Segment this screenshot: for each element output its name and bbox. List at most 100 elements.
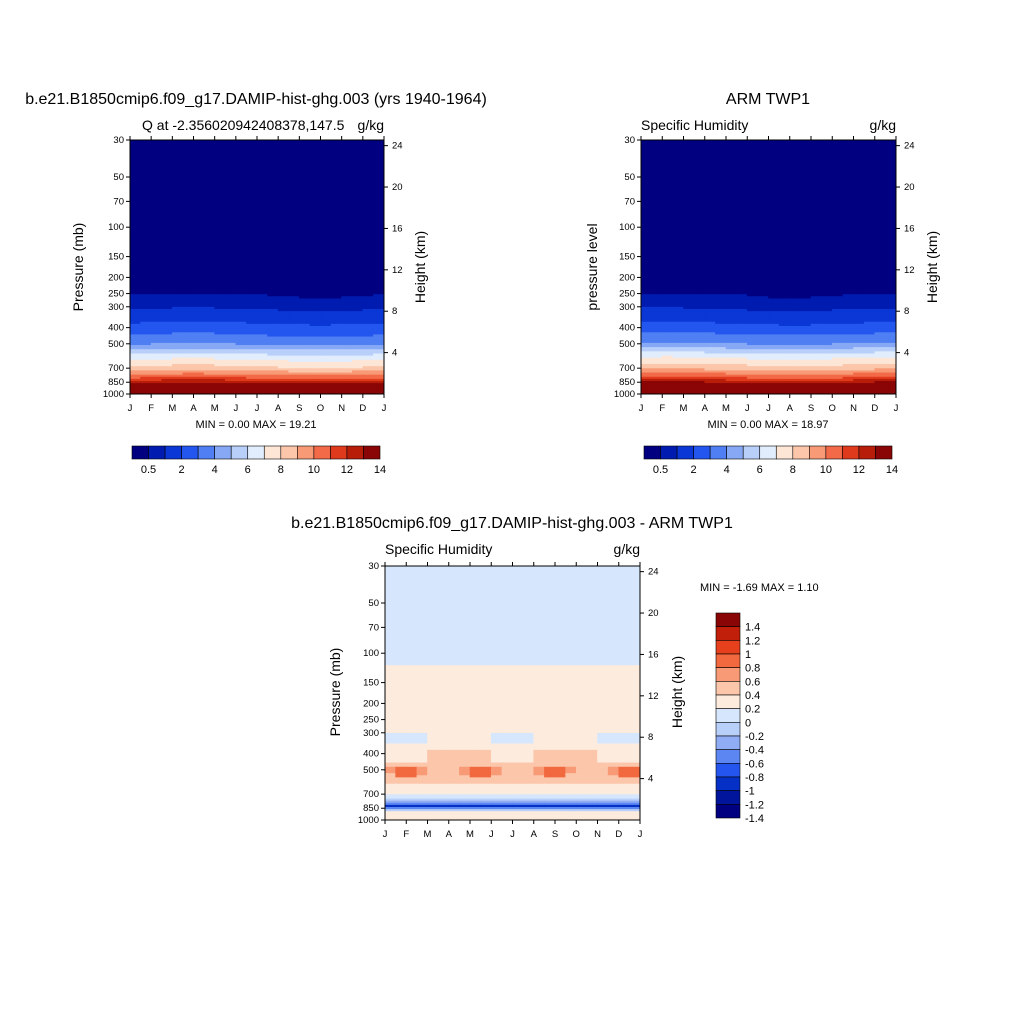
contour-cell <box>351 355 364 359</box>
contour-cell <box>641 313 652 316</box>
contour-cell <box>320 321 332 325</box>
contour-cell <box>810 177 822 181</box>
contour-cell <box>172 171 184 175</box>
colorbar-swatch <box>181 445 199 460</box>
contour-cell <box>789 205 801 209</box>
contour-cell <box>362 372 374 376</box>
contour-cell <box>288 258 300 261</box>
contour-cell <box>789 213 801 217</box>
contour-cell <box>172 243 184 247</box>
contour-cell <box>810 270 822 274</box>
contour-cell <box>140 374 152 378</box>
contour-cell <box>182 281 194 285</box>
contour-cell <box>757 201 769 204</box>
contour-cell <box>288 374 300 378</box>
contour-cell <box>193 328 205 331</box>
contour-cell <box>161 364 173 367</box>
contour-cell <box>768 140 780 143</box>
contour-cell <box>757 245 769 249</box>
contour-cell <box>683 152 695 156</box>
contour-cell <box>683 203 695 206</box>
contour-cell <box>853 190 865 194</box>
contour-cell <box>789 192 801 196</box>
contour-cell <box>267 201 279 204</box>
contour-cell <box>320 211 332 215</box>
contour-cell <box>853 237 865 240</box>
contour-cell <box>150 342 163 346</box>
contour-cell <box>224 300 237 304</box>
contour-cell <box>736 270 748 274</box>
contour-cell <box>746 154 759 158</box>
contour-cell <box>341 234 353 238</box>
contour-cell <box>683 209 695 213</box>
contour-cell <box>853 232 865 236</box>
contour-cell <box>299 190 311 194</box>
contour-cell <box>182 294 194 297</box>
contour-cell <box>224 323 237 327</box>
contour-cell <box>800 222 812 225</box>
contour-cell <box>193 205 205 209</box>
contour-cell <box>768 289 780 293</box>
contour-cell <box>172 342 184 346</box>
contour-cell <box>130 207 141 211</box>
contour-cell <box>683 302 695 306</box>
contour-cell <box>309 175 321 179</box>
contour-cell <box>874 207 886 211</box>
contour-cell <box>320 182 332 185</box>
contour-cell <box>683 279 695 283</box>
contour-cell <box>267 156 279 160</box>
contour-cell <box>874 201 886 204</box>
contour-cell <box>746 270 759 274</box>
contour-cell <box>214 313 226 316</box>
contour-cell <box>224 374 237 378</box>
contour-cell <box>715 184 727 187</box>
contour-cell <box>704 167 716 170</box>
contour-cell <box>150 143 163 147</box>
contour-cell <box>683 165 695 168</box>
contour-cell <box>341 192 353 196</box>
contour-cell <box>214 389 226 393</box>
contour-cell <box>757 275 769 278</box>
contour-cell <box>362 311 374 314</box>
y-tick-label: 500 <box>108 339 124 350</box>
contour-cell <box>831 146 844 149</box>
contour-cell <box>172 275 184 278</box>
contour-cell <box>172 357 184 361</box>
contour-cell <box>373 230 384 234</box>
contour-cell <box>130 268 141 272</box>
contour-cell <box>789 264 801 268</box>
contour-cell <box>320 342 332 346</box>
contour-cell <box>150 385 163 388</box>
contour-cell <box>341 256 353 259</box>
contour-cell <box>330 224 342 228</box>
contour-cell <box>725 260 737 264</box>
contour-cell <box>789 241 801 245</box>
contour-cell <box>757 158 769 162</box>
contour-cell <box>672 275 684 278</box>
contour-cell <box>789 143 801 147</box>
contour-cell <box>150 146 163 149</box>
contour-cell <box>235 234 247 238</box>
contour-cell <box>800 169 812 173</box>
contour-cell <box>693 300 706 304</box>
contour-cell <box>351 368 364 372</box>
contour-cell <box>885 177 896 181</box>
colorbar-swatch <box>263 445 282 460</box>
contour-cell <box>672 169 684 173</box>
contour-cell <box>351 182 364 185</box>
contour-cell <box>214 211 226 215</box>
contour-cell <box>351 165 364 168</box>
contour-cell <box>309 190 321 194</box>
y-right-tick-label: 16 <box>392 223 403 234</box>
contour-cell <box>768 232 780 236</box>
contour-cell <box>821 175 833 179</box>
contour-cell <box>693 273 706 276</box>
contour-cell <box>373 262 384 266</box>
contour-cell <box>683 247 695 251</box>
contour-cell <box>746 175 759 179</box>
contour-cell <box>246 270 258 274</box>
contour-cell <box>277 196 290 200</box>
contour-cell <box>320 162 332 166</box>
contour-cell <box>330 220 342 223</box>
contour-cell <box>330 317 342 321</box>
